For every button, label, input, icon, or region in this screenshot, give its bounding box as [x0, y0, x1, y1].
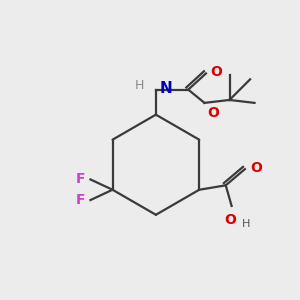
Text: F: F: [76, 172, 85, 186]
Text: O: O: [207, 106, 219, 120]
Text: O: O: [250, 161, 262, 175]
Text: H: H: [135, 79, 144, 92]
Text: N: N: [159, 81, 172, 96]
Text: O: O: [224, 213, 236, 227]
Text: F: F: [76, 193, 85, 207]
Text: O: O: [210, 65, 222, 79]
Text: H: H: [242, 219, 250, 229]
